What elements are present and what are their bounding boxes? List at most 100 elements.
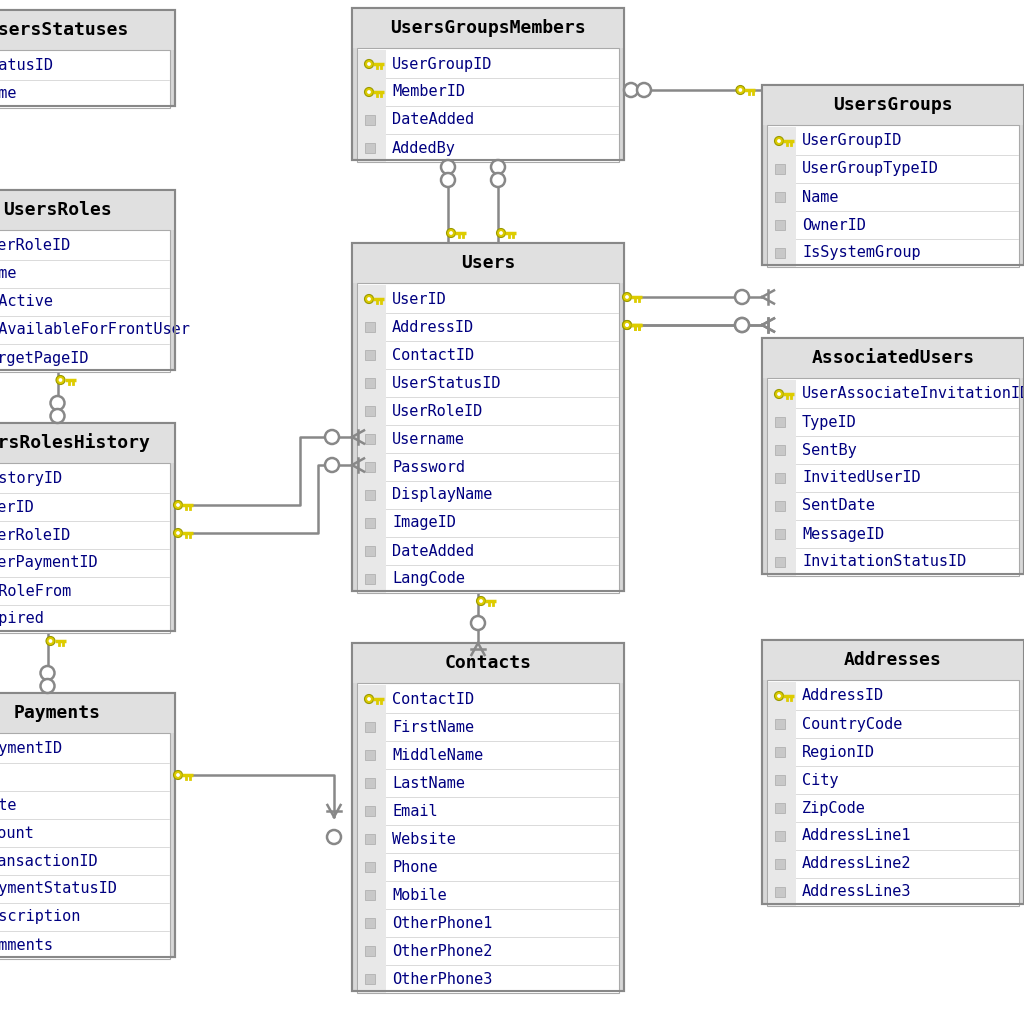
Bar: [0, 733, 170, 959]
Bar: [365, 143, 375, 153]
Bar: [768, 436, 796, 464]
Bar: [365, 974, 375, 984]
Bar: [357, 683, 618, 993]
Bar: [768, 682, 796, 710]
Bar: [768, 408, 796, 436]
Circle shape: [637, 83, 651, 97]
Circle shape: [368, 62, 371, 66]
Circle shape: [325, 430, 339, 444]
Bar: [768, 548, 796, 575]
Bar: [365, 574, 375, 584]
Bar: [365, 750, 375, 760]
Text: UserStatusID: UserStatusID: [392, 376, 502, 390]
Bar: [0, 50, 170, 108]
Circle shape: [738, 88, 742, 92]
Text: Email: Email: [392, 804, 437, 818]
Bar: [768, 464, 796, 492]
Bar: [352, 643, 624, 683]
Bar: [768, 794, 796, 822]
Text: LangCode: LangCode: [392, 571, 465, 587]
Text: UsersStatuses: UsersStatuses: [0, 22, 128, 39]
Bar: [775, 473, 785, 483]
Bar: [762, 338, 1024, 574]
Text: OtherPhone3: OtherPhone3: [392, 972, 493, 986]
Circle shape: [368, 90, 371, 94]
Text: ContactID: ContactID: [392, 347, 474, 362]
Text: OtherPhone2: OtherPhone2: [392, 943, 493, 958]
Bar: [358, 285, 386, 313]
Circle shape: [774, 136, 783, 145]
Circle shape: [365, 295, 374, 303]
Bar: [775, 831, 785, 841]
Text: ZipCode: ZipCode: [802, 801, 866, 815]
Text: Description: Description: [0, 909, 80, 925]
Text: MemberID: MemberID: [392, 85, 465, 99]
Text: PaymentStatusID: PaymentStatusID: [0, 882, 117, 896]
Bar: [365, 890, 375, 900]
Circle shape: [50, 396, 65, 410]
Bar: [365, 862, 375, 872]
Bar: [775, 719, 785, 729]
Bar: [358, 341, 386, 369]
Circle shape: [176, 531, 180, 535]
Bar: [358, 369, 386, 397]
Text: OwnerID: OwnerID: [802, 217, 866, 232]
Circle shape: [50, 409, 65, 423]
Bar: [768, 520, 796, 548]
Text: UserRoleID: UserRoleID: [392, 403, 483, 419]
Text: Password: Password: [392, 460, 465, 474]
Bar: [358, 825, 386, 853]
Bar: [358, 313, 386, 341]
Bar: [762, 338, 1024, 378]
Text: TargetPageID: TargetPageID: [0, 350, 89, 366]
Bar: [0, 423, 175, 631]
Text: Name: Name: [802, 189, 839, 205]
Bar: [358, 565, 386, 593]
Bar: [775, 775, 785, 785]
Bar: [365, 806, 375, 816]
Bar: [775, 193, 785, 202]
Bar: [358, 106, 386, 134]
Circle shape: [41, 679, 54, 693]
Circle shape: [173, 501, 182, 510]
Bar: [352, 243, 624, 591]
Bar: [775, 529, 785, 539]
Circle shape: [735, 318, 749, 332]
Bar: [775, 501, 785, 511]
Text: UsersRolesHistory: UsersRolesHistory: [0, 433, 150, 453]
Text: HistoryID: HistoryID: [0, 471, 62, 486]
Circle shape: [446, 228, 456, 238]
Bar: [775, 417, 785, 427]
Text: UserRoleID: UserRoleID: [0, 527, 72, 543]
Text: UsersGroupsMembers: UsersGroupsMembers: [390, 19, 586, 37]
Text: UserID: UserID: [392, 292, 446, 306]
Bar: [352, 243, 624, 283]
Circle shape: [625, 295, 629, 299]
Text: OtherPhone1: OtherPhone1: [392, 915, 493, 931]
Bar: [365, 778, 375, 788]
Text: InvitedUserID: InvitedUserID: [802, 470, 921, 485]
Bar: [358, 481, 386, 509]
Bar: [768, 738, 796, 766]
Bar: [365, 518, 375, 528]
Bar: [0, 190, 175, 370]
Bar: [352, 643, 624, 991]
Circle shape: [476, 597, 485, 605]
Bar: [358, 937, 386, 965]
Bar: [768, 239, 796, 267]
Bar: [768, 878, 796, 906]
Bar: [0, 10, 175, 106]
Bar: [768, 850, 796, 878]
Bar: [775, 220, 785, 230]
Text: FirstName: FirstName: [392, 720, 474, 734]
Text: Mobile: Mobile: [392, 888, 446, 902]
Text: DateAdded: DateAdded: [392, 544, 474, 558]
Bar: [775, 859, 785, 869]
Text: Name: Name: [0, 266, 16, 282]
Bar: [357, 283, 618, 593]
Text: Website: Website: [392, 831, 456, 847]
Bar: [365, 434, 375, 444]
Text: Payments: Payments: [14, 705, 101, 722]
Text: MiddleName: MiddleName: [392, 748, 483, 763]
Text: AddressLine2: AddressLine2: [802, 856, 911, 871]
